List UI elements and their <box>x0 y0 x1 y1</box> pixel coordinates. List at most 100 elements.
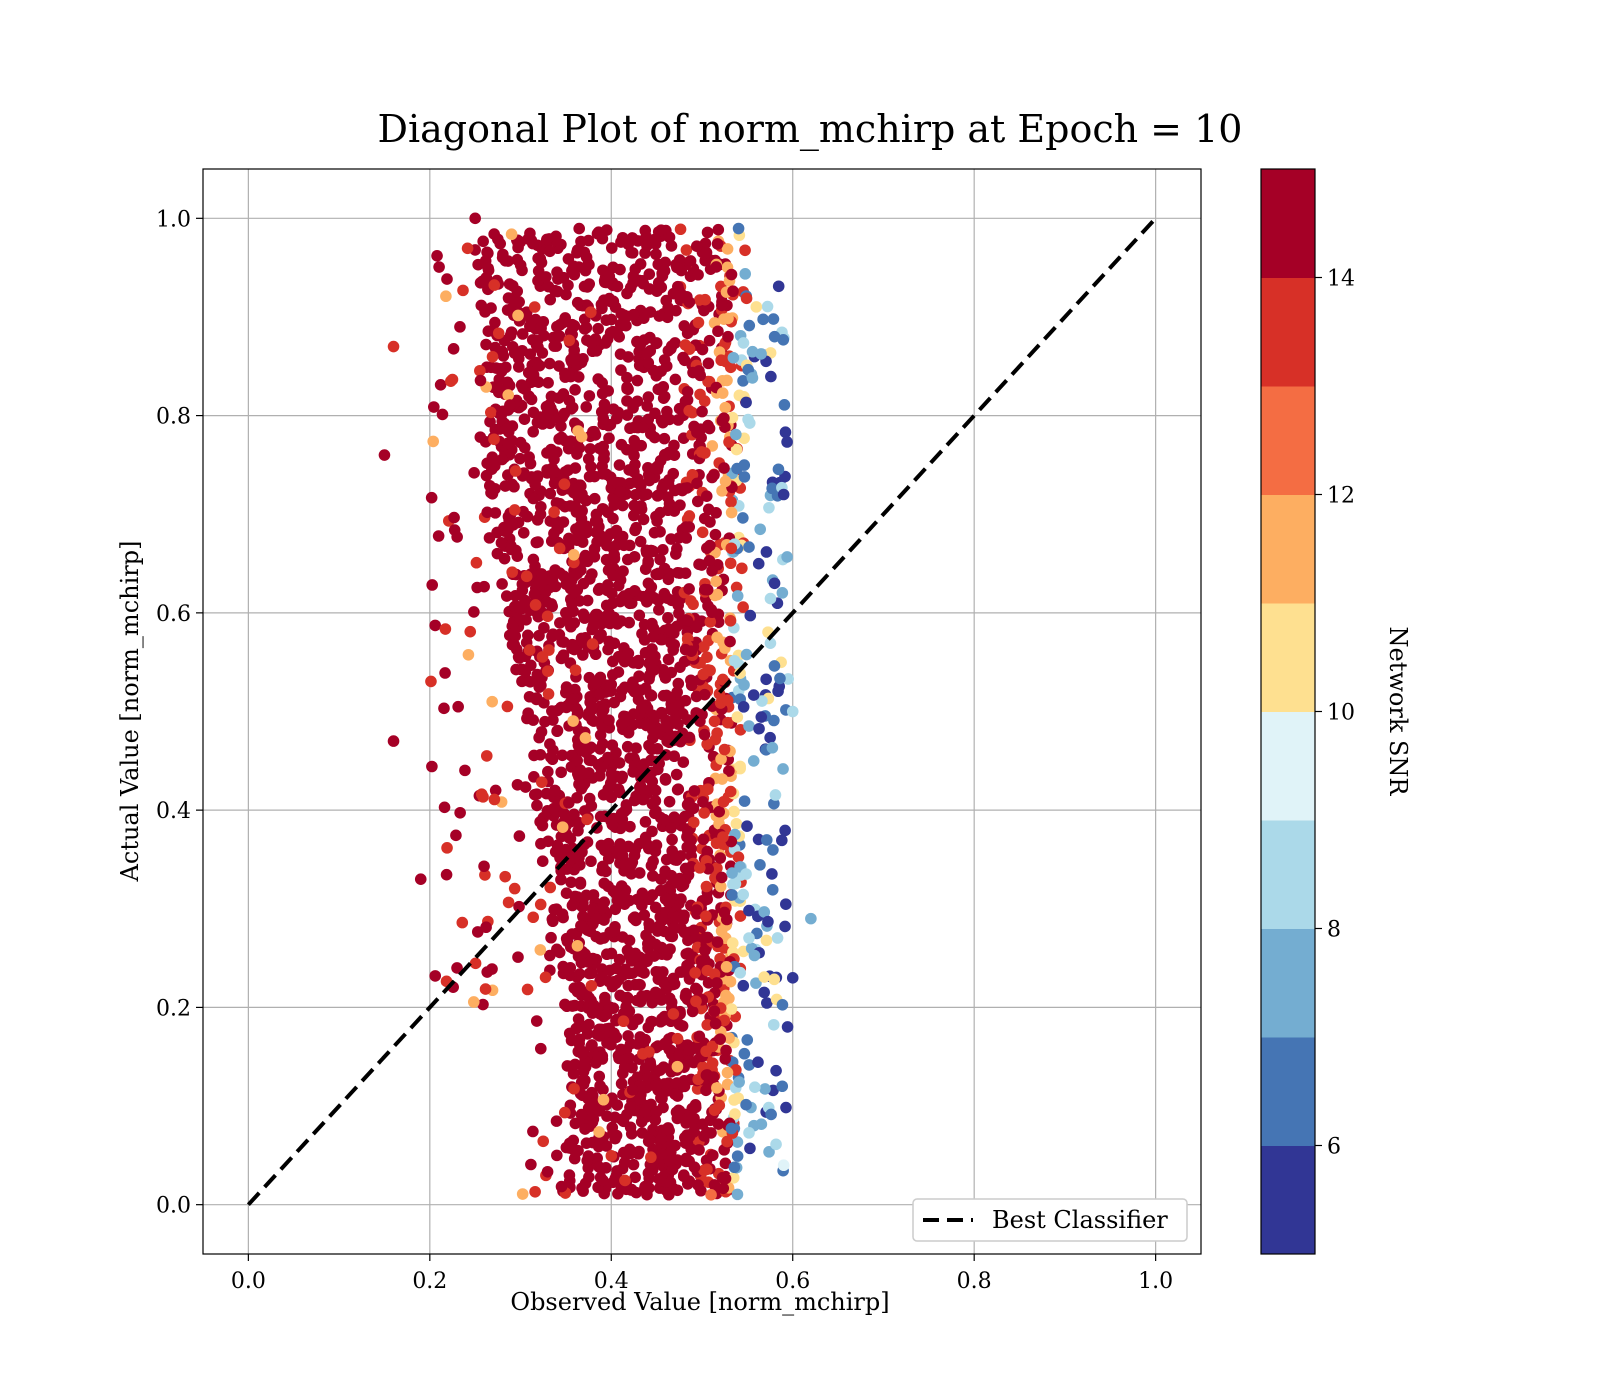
scatter-point <box>749 1081 761 1093</box>
scatter-point <box>557 649 570 661</box>
legend: Best Classifier <box>912 1198 1188 1242</box>
scatter-point <box>701 226 714 239</box>
scatter-point <box>558 807 570 820</box>
scatter-point <box>534 816 546 828</box>
scatter-point <box>656 381 669 394</box>
scatter-point <box>502 896 515 909</box>
scatter-point <box>782 673 794 685</box>
scatter-point <box>628 509 640 522</box>
scatter-point <box>634 535 647 548</box>
scatter-point <box>534 411 546 423</box>
scatter-point <box>737 979 750 992</box>
scatter-point <box>567 548 580 561</box>
scatter-point <box>630 1186 643 1199</box>
scatter-point <box>680 532 693 544</box>
scatter-point <box>596 460 608 473</box>
scatter-point <box>624 820 636 833</box>
scatter-point <box>712 325 724 338</box>
scatter-point <box>658 264 671 277</box>
scatter-point <box>683 1044 696 1056</box>
scatter-point <box>618 539 630 552</box>
scatter-point <box>726 937 739 949</box>
scatter-point <box>720 961 733 973</box>
scatter-point <box>530 693 543 706</box>
scatter-point <box>691 477 703 490</box>
scatter-point <box>514 452 526 465</box>
scatter-point <box>776 834 788 847</box>
scatter-point <box>655 969 667 982</box>
scatter-point <box>525 1158 537 1171</box>
scatter-point <box>499 480 512 492</box>
scatter-point <box>646 643 658 655</box>
scatter-point <box>708 469 720 481</box>
scatter-point <box>649 1114 662 1126</box>
scatter-point <box>674 223 687 236</box>
scatter-point <box>764 592 777 605</box>
scatter-point <box>692 1179 704 1191</box>
scatter-point <box>692 268 704 281</box>
scatter-point <box>483 532 496 544</box>
scatter-point <box>615 236 627 248</box>
scatter-point <box>764 731 776 744</box>
scatter-point <box>531 788 543 800</box>
scatter-point <box>625 246 637 259</box>
scatter-point <box>451 962 463 974</box>
scatter-point <box>600 1140 613 1152</box>
scatter-point <box>698 688 711 701</box>
scatter-point <box>488 279 501 291</box>
scatter-point <box>426 760 438 773</box>
scatter-point <box>766 883 779 896</box>
scatter-point <box>652 594 665 607</box>
scatter-point <box>508 504 521 516</box>
scatter-point <box>636 1127 649 1139</box>
scatter-point <box>750 977 762 989</box>
scatter-point <box>414 873 427 885</box>
scatter-point <box>690 932 703 945</box>
scatter-point <box>504 399 516 411</box>
scatter-point <box>524 676 536 688</box>
scatter-point <box>505 228 518 241</box>
scatter-point <box>768 577 781 590</box>
scatter-point <box>556 749 569 762</box>
scatter-point <box>685 842 697 855</box>
scatter-point <box>662 478 675 490</box>
scatter-point <box>657 1101 669 1114</box>
scatter-point <box>609 903 622 916</box>
scatter-point <box>645 1151 657 1164</box>
scatter-point <box>576 901 589 913</box>
scatter-point <box>561 863 573 875</box>
scatter-point <box>425 675 437 688</box>
scatter-point <box>693 1030 706 1043</box>
y-tick-label: 0.8 <box>156 405 191 430</box>
scatter-point <box>724 975 737 988</box>
scatter-point <box>683 404 695 417</box>
scatter-point <box>697 668 710 681</box>
scatter-point <box>681 482 693 494</box>
scatter-point <box>636 701 648 714</box>
scatter-point <box>578 246 591 259</box>
scatter-point <box>714 1033 727 1045</box>
scatter-point <box>586 1007 599 1019</box>
scatter-point <box>586 701 598 713</box>
scatter-point <box>643 673 655 685</box>
scatter-point <box>537 315 550 328</box>
scatter-point <box>738 795 751 807</box>
scatter-point <box>648 807 661 820</box>
scatter-point <box>597 788 610 801</box>
scatter-point <box>479 983 492 995</box>
scatter-point <box>661 405 673 418</box>
scatter-point <box>743 1059 755 1071</box>
scatter-point <box>615 772 628 785</box>
legend-frame <box>912 1198 1188 1242</box>
scatter-point <box>626 232 639 244</box>
scatter-point <box>690 904 703 916</box>
y-tick-label: 0.4 <box>156 799 191 824</box>
scatter-point <box>691 426 703 439</box>
scatter-point <box>755 711 768 723</box>
scatter-point <box>566 598 578 610</box>
scatter-point <box>657 689 670 702</box>
scatter-point <box>496 345 509 358</box>
scatter-point <box>542 377 554 389</box>
scatter-point <box>646 724 659 736</box>
scatter-point <box>737 601 749 613</box>
